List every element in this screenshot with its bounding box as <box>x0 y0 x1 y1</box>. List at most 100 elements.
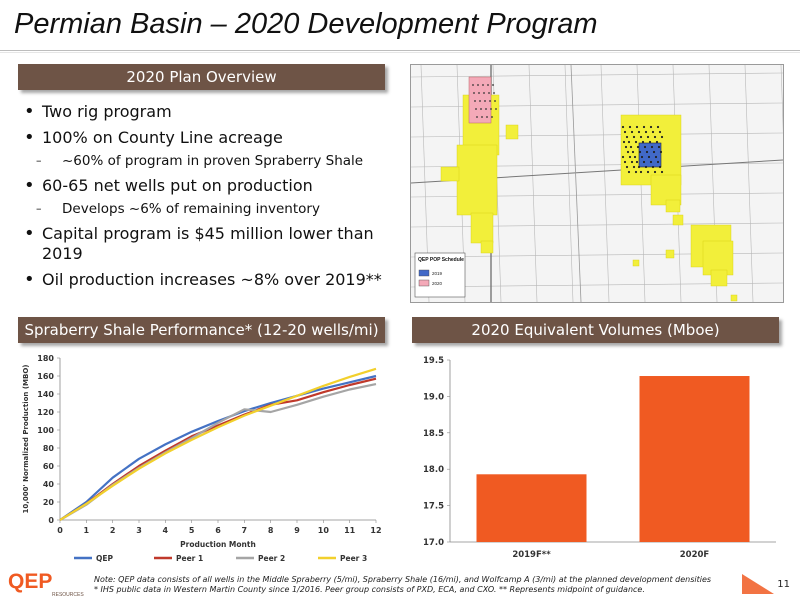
bullet-item: Two rig program <box>22 102 402 122</box>
well-dot <box>652 150 656 154</box>
well-dot <box>487 84 489 86</box>
map-graphic: QEP POP Schedule 2019 2020 <box>411 65 783 302</box>
legend-label: Peer 3 <box>340 554 367 563</box>
y-tick-label: 120 <box>37 408 54 417</box>
y-axis-label: 10,000' Normalized Production (MBO) <box>22 365 30 514</box>
plan-overview-bullets: Two rig program 100% on County Line acrea… <box>22 96 402 294</box>
volumes-header-label: 2020 Equivalent Volumes (Mboe) <box>471 321 720 339</box>
wells-2020-area <box>468 76 492 124</box>
well-dot <box>633 155 637 159</box>
well-dot <box>639 135 643 139</box>
map-legend: QEP POP Schedule 2019 2020 <box>414 252 466 298</box>
y-tick-label: 19.5 <box>423 356 444 366</box>
x-tick-label: 1 <box>84 526 90 535</box>
x-tick-label: 12 <box>370 526 381 535</box>
map-legend-swatch <box>418 279 430 287</box>
well-dot <box>636 145 640 149</box>
x-axis-label: Production Month <box>180 540 256 549</box>
well-dot <box>484 100 486 102</box>
wells-2019-area <box>638 142 662 168</box>
well-dot <box>631 150 635 154</box>
well-dot <box>629 145 633 149</box>
y-tick-label: 17.5 <box>423 502 444 512</box>
well-dot <box>651 130 655 134</box>
well-dot <box>488 92 490 94</box>
x-tick-label: 2 <box>110 526 116 535</box>
acreage-block <box>702 240 734 276</box>
logo-sub: RESOURCES <box>52 592 84 598</box>
well-dot <box>476 116 478 118</box>
y-tick-label: 20 <box>43 498 55 507</box>
bullet-item: Oil production increases ~8% over 2019** <box>22 270 402 290</box>
well-dot <box>491 116 493 118</box>
map-legend-label: 2019 <box>432 271 443 276</box>
y-tick-label: 19.0 <box>423 392 444 402</box>
map-legend-label: 2020 <box>432 281 443 286</box>
well-dot <box>623 160 627 164</box>
well-dot <box>656 160 660 164</box>
well-dot <box>630 130 634 134</box>
well-dot <box>646 170 650 174</box>
well-dot <box>648 140 652 144</box>
page-number: 11 <box>777 579 790 590</box>
bullet-item: 100% on County Line acreage <box>22 128 402 148</box>
well-dot <box>625 135 629 139</box>
footer-accent-shape <box>742 574 774 594</box>
well-dot <box>632 165 636 169</box>
bar-2 <box>639 376 750 542</box>
well-dot <box>489 100 491 102</box>
well-dot <box>482 84 484 86</box>
footer-notes: Note: QEP data consists of all wells in … <box>94 575 711 595</box>
sub-bullet-item: ~60% of program in proven Spraberry Shal… <box>22 152 402 170</box>
well-dot <box>656 125 660 129</box>
well-dot <box>653 135 657 139</box>
well-dot <box>643 145 647 149</box>
y-tick-label: 17.0 <box>423 538 444 548</box>
acreage-block <box>456 144 498 216</box>
x-tick-label: 2020F <box>680 550 710 560</box>
title-divider <box>0 50 800 51</box>
legend-label: Peer 1 <box>176 554 203 563</box>
acreage-block <box>730 294 738 302</box>
well-dot <box>645 150 649 154</box>
plan-overview-header-label: 2020 Plan Overview <box>126 68 277 86</box>
y-tick-label: 160 <box>37 372 54 381</box>
well-dot <box>473 92 475 94</box>
well-dot <box>642 160 646 164</box>
y-tick-label: 18.0 <box>423 465 444 475</box>
series-line-qep <box>59 374 377 521</box>
map-grid-line <box>411 282 783 288</box>
x-tick-label: 9 <box>294 526 300 535</box>
title-divider-light <box>0 52 800 53</box>
well-dot <box>490 108 492 110</box>
map-legend-title: QEP POP Schedule <box>418 257 464 263</box>
footer-note-1: Note: QEP data consists of all wells in … <box>94 575 712 584</box>
legend-label: QEP <box>96 554 113 563</box>
well-dot <box>649 160 653 164</box>
volumes-bar-chart: 17.0 17.5 18.0 18.5 19.0 19.5 2019F** 2020F <box>423 356 776 560</box>
qep-logo-graphic: QEP RESOURCES <box>8 570 84 598</box>
well-dot <box>651 165 655 169</box>
well-dot <box>634 140 638 144</box>
acreage-block <box>632 259 640 267</box>
y-tick-label: 80 <box>43 444 55 453</box>
well-dot <box>644 130 648 134</box>
legend-label: Peer 2 <box>258 554 285 563</box>
well-dot <box>658 165 662 169</box>
well-dot <box>640 155 644 159</box>
well-dot <box>634 170 638 174</box>
well-dot <box>635 125 639 129</box>
acreage-block <box>480 240 494 254</box>
x-tick-label: 5 <box>189 526 195 535</box>
series-line-peer-3 <box>59 367 377 521</box>
x-tick-label: 2019F** <box>512 550 551 560</box>
well-dot <box>630 160 634 164</box>
footer-note-2: * IHS public data in Western Martin Coun… <box>94 585 645 594</box>
well-dot <box>660 135 664 139</box>
well-dot <box>637 130 641 134</box>
well-dot <box>477 84 479 86</box>
well-dot <box>621 125 625 129</box>
y-tick-label: 0 <box>48 516 54 525</box>
well-dot <box>639 170 643 174</box>
well-dot <box>657 145 661 149</box>
